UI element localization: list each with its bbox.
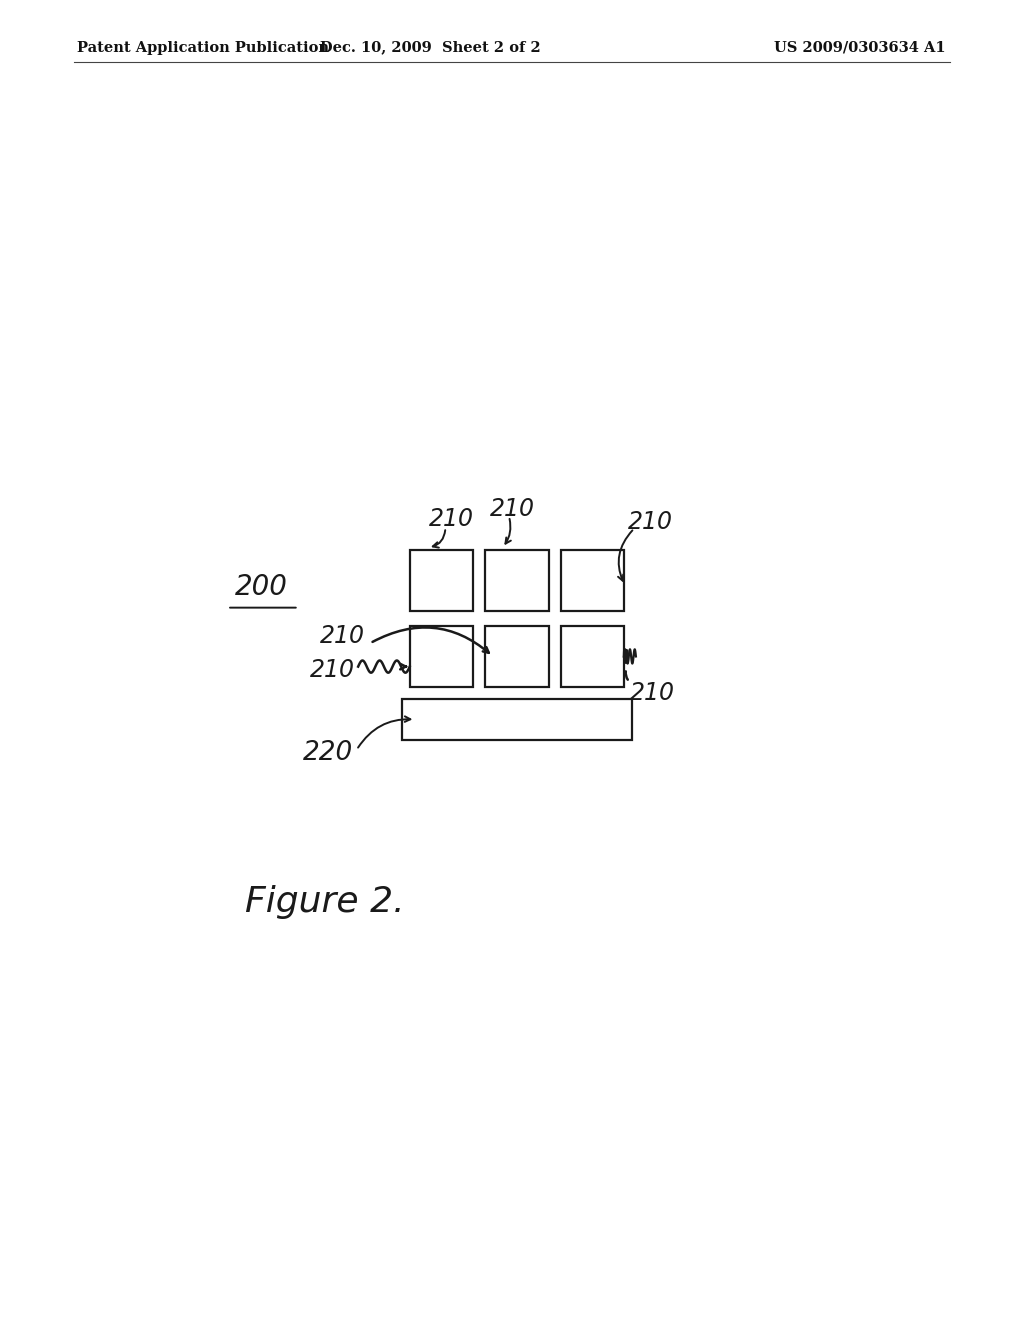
Bar <box>410 626 473 686</box>
Text: Dec. 10, 2009  Sheet 2 of 2: Dec. 10, 2009 Sheet 2 of 2 <box>319 41 541 54</box>
Bar <box>410 549 473 611</box>
Text: 210: 210 <box>489 498 535 521</box>
Text: 210: 210 <box>429 507 474 531</box>
Bar <box>401 700 632 739</box>
Text: 210: 210 <box>630 681 675 705</box>
Bar <box>485 626 549 686</box>
Text: Figure 2.: Figure 2. <box>246 886 406 920</box>
Bar <box>485 549 549 611</box>
Text: 210: 210 <box>628 511 673 535</box>
Bar <box>560 626 624 686</box>
Text: 210: 210 <box>319 624 365 648</box>
Text: US 2009/0303634 A1: US 2009/0303634 A1 <box>774 41 946 54</box>
Text: 200: 200 <box>234 573 288 602</box>
Text: Patent Application Publication: Patent Application Publication <box>77 41 329 54</box>
Text: 210: 210 <box>310 657 355 681</box>
Text: 220: 220 <box>303 741 353 766</box>
Bar <box>560 549 624 611</box>
